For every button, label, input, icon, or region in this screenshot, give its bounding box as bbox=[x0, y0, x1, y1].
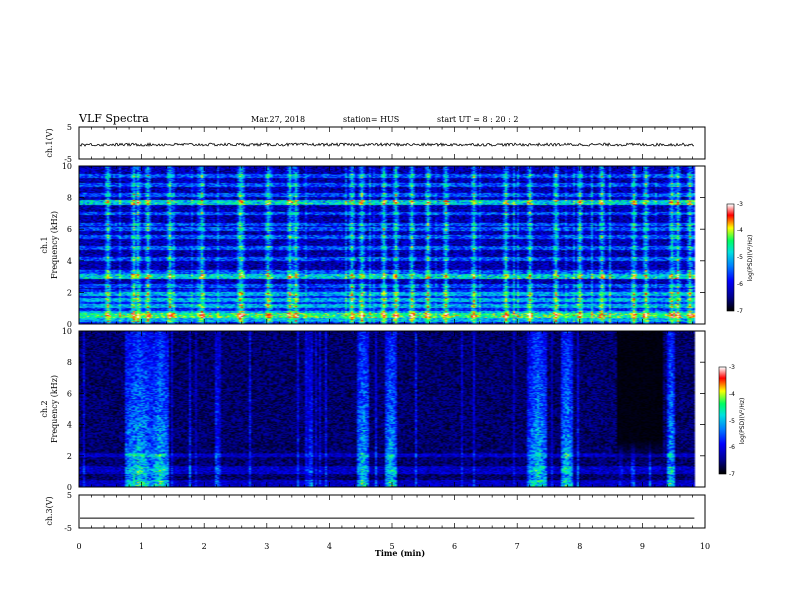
ch1-waveform-frame bbox=[78, 126, 706, 160]
ch1-waveform-trace bbox=[79, 142, 695, 148]
date-label: Mar.27, 2018 bbox=[251, 115, 305, 124]
ch1-ylabel-channel: ch.1 bbox=[40, 236, 49, 253]
ch2-ylabel-frequency: Frequency (kHz) bbox=[50, 375, 59, 443]
x-ticklabel-7: 7 bbox=[515, 542, 520, 551]
ch1-spec-ytick-6: 6 bbox=[67, 225, 72, 234]
ch3-waveform-ylabel: ch.3(V) bbox=[45, 496, 54, 525]
ch1-colorbar-image bbox=[727, 204, 734, 311]
ch2-cb-tick-m6: -6 bbox=[729, 444, 735, 451]
ch2-cb-tick-m4: -4 bbox=[729, 391, 735, 398]
ch2-spec-ytick-4: 4 bbox=[67, 421, 72, 430]
ch1-waveform-ylabel: ch.1(V) bbox=[45, 128, 54, 157]
ch1-cb-tick-m5: -5 bbox=[737, 254, 743, 261]
ch2-spec-ytick-0: 0 bbox=[67, 483, 72, 492]
ch1-waveform-panel: 5 -5 ch.1(V) bbox=[45, 123, 706, 164]
ch2-spec-ytick-8: 8 bbox=[67, 358, 72, 367]
ch2-colorbar-label: log(PSD)(V²/Hz) bbox=[739, 398, 746, 445]
ch2-spectrogram-panel: 0 2 4 6 8 10 ch.2 Frequency (kHz) bbox=[40, 327, 706, 492]
ch1-cb-tick-m3: -3 bbox=[737, 201, 743, 208]
x-ticklabel-9: 9 bbox=[640, 542, 645, 551]
x-ticklabel-8: 8 bbox=[577, 542, 582, 551]
ch1-colorbar: -3 -4 -5 -6 -7 log(PSD)(V²/Hz) bbox=[726, 201, 754, 315]
x-ticklabel-5: 5 bbox=[389, 542, 394, 551]
x-ticklabel-0: 0 bbox=[76, 542, 81, 551]
ch1-cb-tick-m4: -4 bbox=[737, 227, 743, 234]
x-ticklabel-4: 4 bbox=[327, 542, 332, 551]
ch3-waveform-frame bbox=[78, 494, 706, 529]
start-time-label: start UT = 8 : 20 : 2 bbox=[437, 115, 518, 124]
ch1-spec-ytick-4: 4 bbox=[67, 257, 72, 266]
ch1-spec-ytick-0: 0 bbox=[67, 320, 72, 329]
ch1-cb-tick-m6: -6 bbox=[737, 281, 743, 288]
ch2-colorbar-image bbox=[719, 367, 726, 474]
x-axis-label: Time (min) bbox=[375, 548, 425, 558]
ch2-ylabel-channel: ch.2 bbox=[40, 400, 49, 417]
figure-title: VLF Spectra bbox=[78, 112, 149, 125]
ch1-cb-tick-m7: -7 bbox=[737, 308, 743, 315]
ch1-colorbar-frame bbox=[726, 203, 735, 312]
ch1-ytick-top: 5 bbox=[67, 123, 72, 132]
ch2-spec-ytick-2: 2 bbox=[67, 452, 72, 461]
x-ticklabel-10: 10 bbox=[700, 542, 710, 551]
ch2-spectrogram-image bbox=[79, 331, 705, 487]
ch1-spectrogram-image bbox=[79, 166, 705, 324]
x-ticklabel-3: 3 bbox=[264, 542, 269, 551]
x-ticklabel-6: 6 bbox=[452, 542, 457, 551]
ch3-ytick-top: 5 bbox=[67, 491, 72, 500]
ch2-spec-ytick-10: 10 bbox=[62, 327, 72, 336]
ch1-ylabel-frequency: Frequency (kHz) bbox=[50, 211, 59, 279]
ch2-spec-ytick-6: 6 bbox=[67, 389, 72, 398]
ch2-cb-tick-m7: -7 bbox=[729, 471, 735, 478]
ch3-waveform-panel: 5 -5 ch.3(V) 0 1 2 3 4 5 6 7 8 9 10 Time (min) bbox=[45, 491, 710, 558]
station-label: station= HUS bbox=[343, 115, 399, 124]
x-ticklabel-1: 1 bbox=[139, 542, 144, 551]
ch3-ytick-bottom: -5 bbox=[64, 524, 72, 533]
ch2-cb-tick-m3: -3 bbox=[729, 364, 735, 371]
ch2-colorbar: -3 -4 -5 -6 -7 log(PSD)(V²/Hz) bbox=[718, 364, 746, 478]
ch2-colorbar-frame bbox=[718, 366, 727, 475]
ch1-ytick-bottom: -5 bbox=[64, 155, 72, 164]
x-ticklabel-2: 2 bbox=[202, 542, 207, 551]
ch2-cb-tick-m5: -5 bbox=[729, 418, 735, 425]
ch1-spec-ytick-2: 2 bbox=[67, 288, 72, 297]
ch1-spectrogram-panel: 0 2 4 6 8 10 ch.1 Frequency (kHz) bbox=[40, 162, 706, 329]
ch1-spec-ytick-10: 10 bbox=[62, 162, 72, 171]
ch1-colorbar-label: log(PSD)(V²/Hz) bbox=[747, 235, 754, 282]
ch1-spec-ytick-8: 8 bbox=[67, 194, 72, 203]
